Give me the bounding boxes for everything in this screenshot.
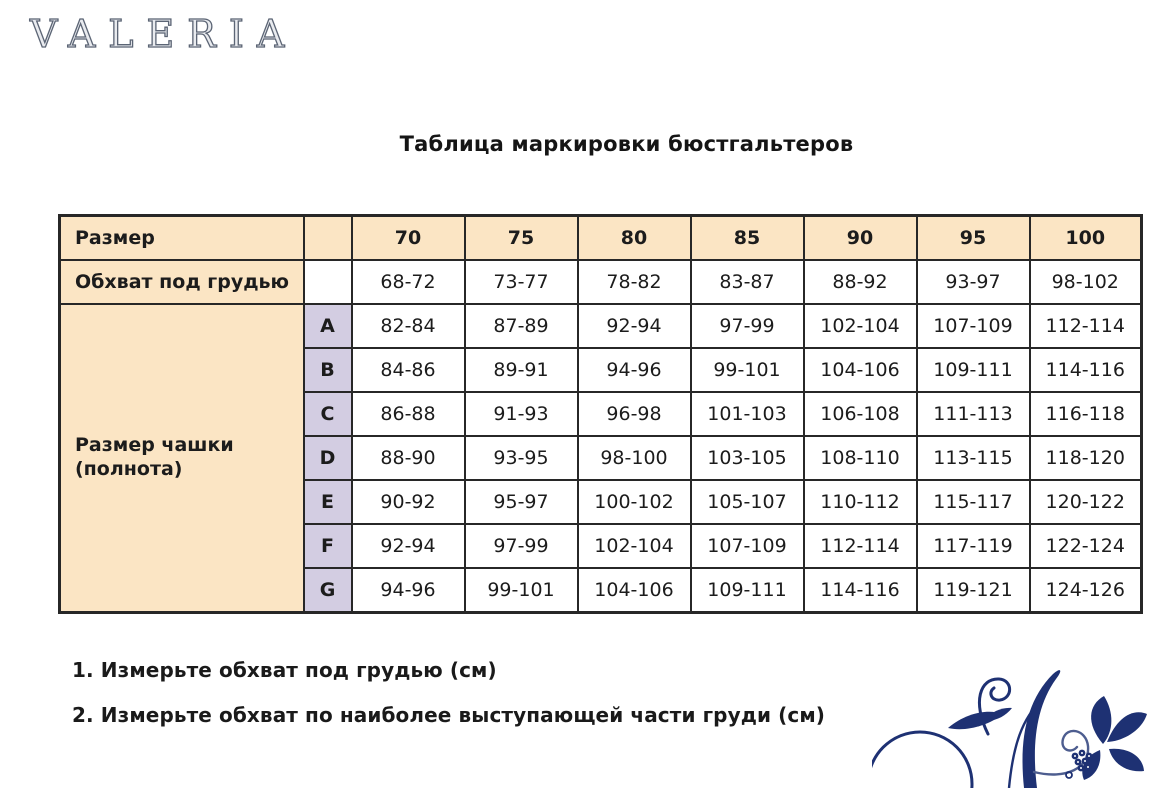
cup-value: 90-92: [350, 479, 466, 525]
measurement-instructions: 1. Измерьте обхват под грудью (см) 2. Из…: [72, 658, 825, 748]
size-col-header: 95: [915, 214, 1031, 261]
cup-value: 122-124: [1028, 523, 1143, 569]
table-row-cup-b: B 84-86 89-91 94-96 99-101 104-106 109-1…: [60, 347, 1143, 393]
table-row-sizes: Размер 70 75 80 85 90 95 100: [58, 214, 1143, 261]
cup-value: 93-95: [463, 435, 579, 481]
cup-value: 109-111: [915, 347, 1031, 393]
cup-value: 94-96: [576, 347, 692, 393]
cup-letter: A: [302, 303, 353, 349]
cup-value: 110-112: [802, 479, 918, 525]
cup-value: 88-90: [350, 435, 466, 481]
cup-value: 107-109: [915, 303, 1031, 349]
cup-value: 111-113: [915, 391, 1031, 437]
cup-value: 92-94: [350, 523, 466, 569]
cup-value: 124-126: [1028, 567, 1143, 614]
underbust-value: 68-72: [350, 259, 466, 305]
page-title: Таблица маркировки бюстгальтеров: [399, 132, 854, 156]
size-col-header: 90: [802, 214, 918, 261]
cup-letter: G: [302, 567, 353, 614]
cup-value: 108-110: [802, 435, 918, 481]
cup-letter: D: [302, 435, 353, 481]
size-col-header: 80: [576, 214, 692, 261]
table-row-cup-e: E 90-92 95-97 100-102 105-107 110-112 11…: [60, 479, 1143, 525]
underbust-row-label: Обхват под грудью: [58, 259, 305, 305]
cup-value: 94-96: [350, 567, 466, 614]
page-title-container: Таблица маркировки бюстгальтеров: [80, 132, 1173, 156]
instruction-item-2: 2. Измерьте обхват по наиболее выступающ…: [72, 703, 826, 727]
cup-value: 82-84: [350, 303, 466, 349]
cup-value: 97-99: [463, 523, 579, 569]
bra-size-table: Размер 70 75 80 85 90 95 100 Обхват под …: [58, 214, 1143, 614]
cup-value: 113-115: [915, 435, 1031, 481]
table-row-cup-d: D 88-90 93-95 98-100 103-105 108-110 113…: [60, 435, 1143, 481]
cup-value: 86-88: [350, 391, 466, 437]
underbust-value: 98-102: [1028, 259, 1143, 305]
cup-value: 95-97: [463, 479, 579, 525]
brand-logo: VALERIA: [29, 11, 298, 56]
cup-value: 112-114: [802, 523, 918, 569]
underbust-value: 73-77: [463, 259, 579, 305]
cup-value: 112-114: [1028, 303, 1143, 349]
cup-value: 89-91: [463, 347, 579, 393]
table-row-underbust: Обхват под грудью 68-72 73-77 78-82 83-8…: [58, 259, 1143, 305]
cup-value: 101-103: [689, 391, 805, 437]
underbust-spacer-cell: [302, 259, 353, 305]
cup-label-line1: Размер чашки: [75, 434, 234, 457]
cup-value: 114-116: [802, 567, 918, 614]
underbust-value: 78-82: [576, 259, 692, 305]
size-col-header: 85: [689, 214, 805, 261]
cup-value: 96-98: [576, 391, 692, 437]
instruction-item-1: 1. Измерьте обхват под грудью (см): [72, 658, 497, 682]
cup-value: 117-119: [915, 523, 1031, 569]
cup-value: 104-106: [576, 567, 692, 614]
cup-value: 100-102: [576, 479, 692, 525]
size-col-header: 70: [350, 214, 466, 261]
cup-value: 99-101: [463, 567, 579, 614]
cup-value: 118-120: [1028, 435, 1143, 481]
cup-value: 115-117: [915, 479, 1031, 525]
cup-value: 102-104: [802, 303, 918, 349]
size-col-header: 100: [1028, 214, 1143, 261]
cup-value: 106-108: [802, 391, 918, 437]
cup-value: 109-111: [689, 567, 805, 614]
underbust-value: 93-97: [915, 259, 1031, 305]
cup-label-line2: (полнота): [75, 458, 183, 480]
cup-value: 114-116: [1028, 347, 1143, 393]
table-row-cup-a: Размер чашки (полнота) A 82-84 87-89 92-…: [58, 303, 1143, 614]
cup-value: 102-104: [576, 523, 692, 569]
size-row-spacer-cell: [302, 214, 353, 261]
table-row-cup-c: C 86-88 91-93 96-98 101-103 106-108 111-…: [60, 391, 1143, 437]
size-col-header: 75: [463, 214, 579, 261]
underbust-value: 88-92: [802, 259, 918, 305]
cup-value: 120-122: [1028, 479, 1143, 525]
cup-value: 98-100: [576, 435, 692, 481]
table-row-cup-g: G 94-96 99-101 104-106 109-111 114-116 1…: [60, 567, 1143, 614]
size-row-label: Размер: [58, 214, 305, 261]
cup-value: 116-118: [1028, 391, 1143, 437]
cup-letter: E: [302, 479, 353, 525]
cup-value: 107-109: [689, 523, 805, 569]
cup-value: 84-86: [350, 347, 466, 393]
cup-letter: B: [302, 347, 353, 393]
cup-value: 119-121: [915, 567, 1031, 614]
cup-value: 92-94: [576, 303, 692, 349]
cup-value: 105-107: [689, 479, 805, 525]
cup-value: 91-93: [463, 391, 579, 437]
cup-value: 103-105: [689, 435, 805, 481]
cup-value: 97-99: [689, 303, 805, 349]
cup-letter: C: [302, 391, 353, 437]
cup-value: 99-101: [689, 347, 805, 393]
table-row-cup-f: F 92-94 97-99 102-104 107-109 112-114 11…: [60, 523, 1143, 569]
cup-letter: F: [302, 523, 353, 569]
underbust-value: 83-87: [689, 259, 805, 305]
cup-value: 87-89: [463, 303, 579, 349]
cup-size-row-label: Размер чашки (полнота): [58, 303, 305, 614]
cup-value: 104-106: [802, 347, 918, 393]
floral-flourish-icon: [872, 670, 1147, 788]
